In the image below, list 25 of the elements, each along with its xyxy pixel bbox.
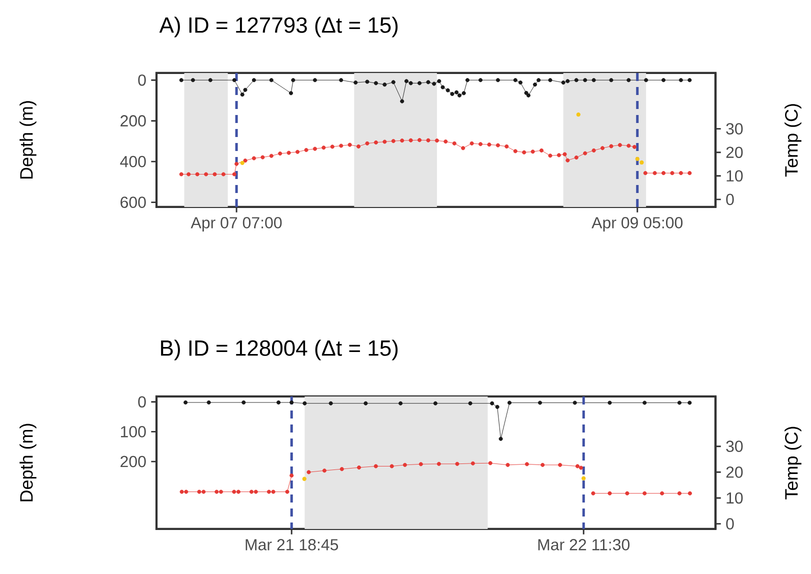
y2-tick-label: 10 [726, 492, 743, 504]
x-tick-label: Apr 09 05:00 [592, 217, 683, 232]
chart-title: A) ID = 127793 (Δt = 15) [159, 16, 398, 38]
x-tick-label: Apr 07 07:00 [190, 217, 282, 232]
y-tick-label: 200 [120, 456, 146, 468]
y2-tick-label: 30 [726, 123, 743, 134]
y-axis-title: Depth (m) [20, 424, 36, 502]
y-tick-label: 0 [138, 396, 146, 408]
y-tick-label: 200 [120, 115, 146, 126]
y2-tick-label: 20 [726, 466, 743, 478]
y2-tick-label: 0 [726, 194, 734, 206]
y-tick-label: 100 [120, 426, 146, 438]
y2-axis-title: Temp (C) [784, 426, 802, 500]
y-tick-label: 600 [120, 196, 146, 208]
y-tick-label: 0 [138, 74, 146, 86]
chart-title: B) ID = 128004 (Δt = 15) [161, 340, 398, 360]
x-tick-label: Mar 21 18:45 [246, 539, 338, 550]
y2-tick-label: 0 [726, 518, 734, 530]
y-tick-label: 400 [120, 156, 146, 168]
y2-tick-label: 10 [726, 170, 743, 182]
y2-axis-title: Temp (C) [784, 104, 802, 177]
y2-tick-label: 30 [726, 440, 743, 452]
x-tick-label: Mar 22 11:30 [538, 539, 630, 550]
y-axis-title: Depth (m) [20, 101, 36, 179]
y2-tick-label: 20 [726, 146, 743, 158]
